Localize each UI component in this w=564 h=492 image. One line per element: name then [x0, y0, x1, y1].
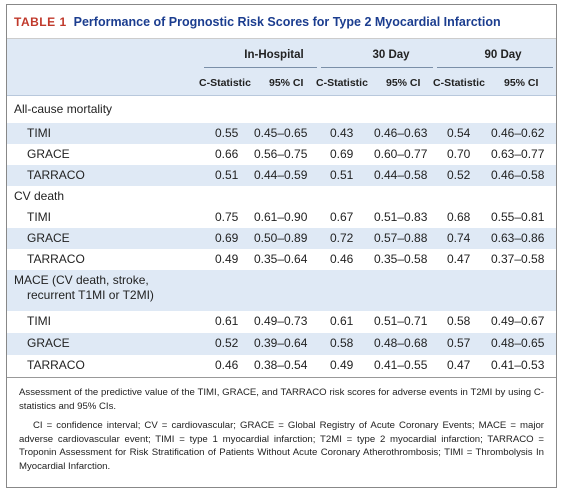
c-statistic-cell: 0.49 [330, 358, 354, 372]
table-footnotes: Assessment of the predictive value of th… [7, 377, 556, 479]
c-statistic-cell: 0.52 [215, 336, 239, 350]
c-statistic-cell: 0.69 [330, 147, 354, 161]
ci-cell: 0.46–0.63 [374, 126, 428, 140]
c-statistic-cell: 0.46 [330, 252, 354, 266]
row-label: TIMI [27, 126, 51, 140]
subhead-c-statistic: C-Statistic [199, 77, 251, 89]
c-statistic-cell: 0.67 [330, 210, 354, 224]
c-statistic-cell: 0.46 [215, 358, 239, 372]
row-label: TARRACO [27, 252, 85, 266]
c-statistic-cell: 0.75 [215, 210, 239, 224]
ci-cell: 0.51–0.71 [374, 314, 428, 328]
ci-cell: 0.61–0.90 [254, 210, 308, 224]
ci-cell: 0.44–0.59 [254, 168, 308, 182]
table-row: TIMI 0.75 0.61–0.90 0.67 0.51–0.83 0.68 … [7, 207, 556, 228]
table-row: TIMI 0.55 0.45–0.65 0.43 0.46–0.63 0.54 … [7, 123, 556, 144]
title-bar: TABLE 1 Performance of Prognostic Risk S… [7, 5, 556, 39]
group-rule [204, 67, 317, 68]
ci-cell: 0.46–0.62 [491, 126, 545, 140]
table-row: GRACE 0.69 0.50–0.89 0.72 0.57–0.88 0.74… [7, 228, 556, 249]
c-statistic-cell: 0.47 [447, 358, 471, 372]
c-statistic-cell: 0.72 [330, 231, 354, 245]
c-statistic-cell: 0.51 [330, 168, 354, 182]
subhead-95-ci: 95% CI [504, 77, 539, 89]
ci-cell: 0.63–0.86 [491, 231, 545, 245]
row-label: TIMI [27, 210, 51, 224]
c-statistic-cell: 0.58 [330, 336, 354, 350]
row-label: TARRACO [27, 168, 85, 182]
row-label: TIMI [27, 314, 51, 328]
row-label: TARRACO [27, 358, 85, 372]
ci-cell: 0.41–0.55 [374, 358, 428, 372]
ci-cell: 0.49–0.67 [491, 314, 545, 328]
ci-cell: 0.50–0.89 [254, 231, 308, 245]
group-rule [321, 67, 433, 68]
c-statistic-cell: 0.61 [215, 314, 239, 328]
subhead-95-ci: 95% CI [269, 77, 304, 89]
ci-cell: 0.39–0.64 [254, 336, 308, 350]
ci-cell: 0.49–0.73 [254, 314, 308, 328]
row-label: GRACE [27, 147, 70, 161]
table-row: GRACE 0.52 0.39–0.64 0.58 0.48–0.68 0.57… [7, 333, 556, 355]
c-statistic-cell: 0.70 [447, 147, 471, 161]
c-statistic-cell: 0.49 [215, 252, 239, 266]
row-label: GRACE [27, 336, 70, 350]
ci-cell: 0.48–0.65 [491, 336, 545, 350]
ci-cell: 0.46–0.58 [491, 168, 545, 182]
abbreviations: CI = confidence interval; CV = cardiovas… [19, 420, 544, 472]
ci-cell: 0.48–0.68 [374, 336, 428, 350]
c-statistic-cell: 0.66 [215, 147, 239, 161]
ci-cell: 0.35–0.58 [374, 252, 428, 266]
ci-cell: 0.37–0.58 [491, 252, 545, 266]
section-heading: MACE (CV death, stroke, [14, 273, 149, 287]
ci-cell: 0.35–0.64 [254, 252, 308, 266]
subhead-c-statistic: C-Statistic [433, 77, 485, 89]
c-statistic-cell: 0.57 [447, 336, 471, 350]
c-statistic-cell: 0.55 [215, 126, 239, 140]
section-heading: All-cause mortality [14, 102, 113, 116]
table-row: TARRACO 0.46 0.38–0.54 0.49 0.41–0.55 0.… [7, 355, 556, 377]
group-30-day: 30 Day [372, 49, 410, 61]
c-statistic-cell: 0.61 [330, 314, 354, 328]
ci-cell: 0.44–0.58 [374, 168, 428, 182]
c-statistic-cell: 0.43 [330, 126, 354, 140]
ci-cell: 0.45–0.65 [254, 126, 308, 140]
table-frame: TABLE 1 Performance of Prognostic Risk S… [6, 4, 557, 488]
table-label: TABLE 1 [14, 14, 67, 29]
subhead-95-ci: 95% CI [386, 77, 421, 89]
c-statistic-cell: 0.74 [447, 231, 471, 245]
c-statistic-cell: 0.51 [215, 168, 239, 182]
table-row: TIMI 0.61 0.49–0.73 0.61 0.51–0.71 0.58 … [7, 311, 556, 333]
group-90-day: 90 Day [484, 49, 522, 61]
ci-cell: 0.57–0.88 [374, 231, 428, 245]
ci-cell: 0.51–0.83 [374, 210, 428, 224]
ci-cell: 0.63–0.77 [491, 147, 545, 161]
c-statistic-cell: 0.68 [447, 210, 471, 224]
row-label: GRACE [27, 231, 70, 245]
table-row: TARRACO 0.51 0.44–0.59 0.51 0.44–0.58 0.… [7, 165, 556, 186]
ci-cell: 0.56–0.75 [254, 147, 308, 161]
table-row: GRACE 0.66 0.56–0.75 0.69 0.60–0.77 0.70… [7, 144, 556, 165]
ci-cell: 0.38–0.54 [254, 358, 308, 372]
group-in-hospital: In-Hospital [244, 49, 304, 61]
c-statistic-cell: 0.47 [447, 252, 471, 266]
c-statistic-cell: 0.69 [215, 231, 239, 245]
table-row: TARRACO 0.49 0.35–0.64 0.46 0.35–0.58 0.… [7, 249, 556, 270]
section-heading: CV death [14, 189, 65, 203]
ci-cell: 0.41–0.53 [491, 358, 545, 372]
footnote: Assessment of the predictive value of th… [19, 387, 544, 412]
section-heading-continued: recurrent T1MI or T2MI) [27, 288, 154, 302]
c-statistic-cell: 0.52 [447, 168, 471, 182]
subhead-c-statistic: C-Statistic [316, 77, 368, 89]
c-statistic-cell: 0.58 [447, 314, 471, 328]
column-header: In-Hospital 30 Day 90 Day C-Statistic 95… [7, 39, 556, 96]
table-title: Performance of Prognostic Risk Scores fo… [73, 14, 501, 29]
ci-cell: 0.60–0.77 [374, 147, 428, 161]
c-statistic-cell: 0.54 [447, 126, 471, 140]
group-rule [437, 67, 553, 68]
ci-cell: 0.55–0.81 [491, 210, 545, 224]
section-heading-block: MACE (CV death, stroke, recurrent T1MI o… [7, 270, 556, 311]
